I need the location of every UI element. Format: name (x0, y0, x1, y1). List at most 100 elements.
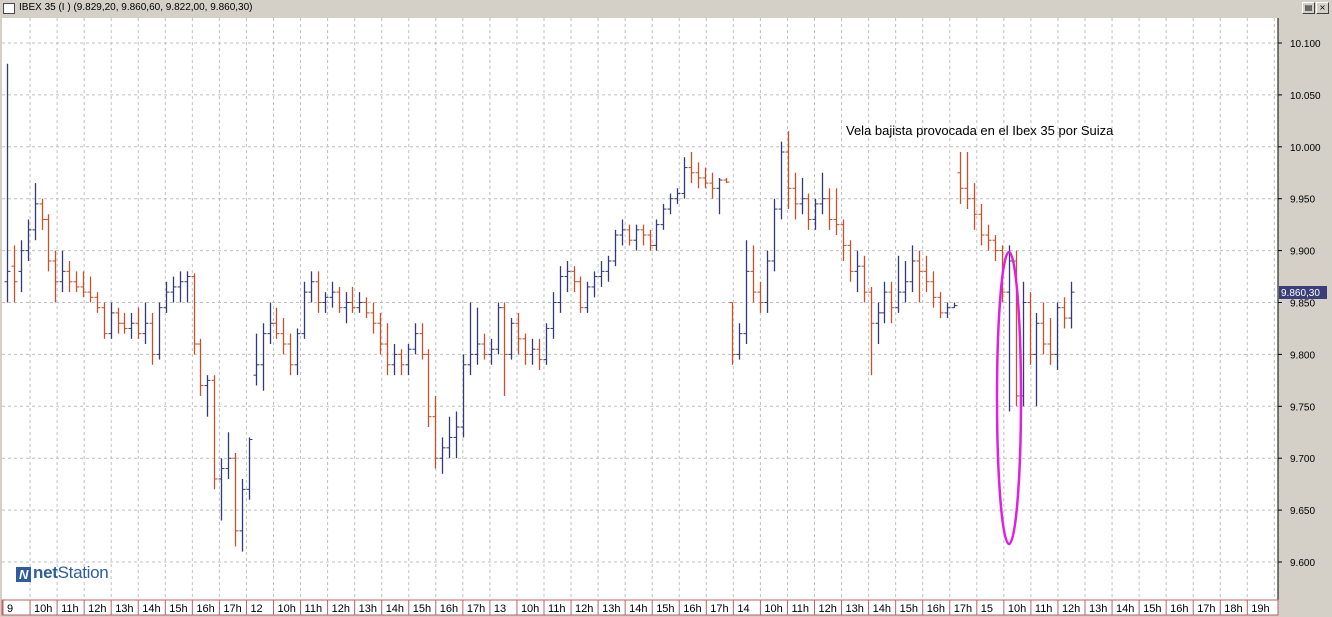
ohlc-bar (764, 250, 771, 313)
ohlc-bar (349, 286, 356, 313)
ohlc-bar (1068, 281, 1075, 329)
ohlc-bar (39, 198, 46, 230)
ohlc-bar (412, 323, 419, 355)
ohlc-bar (488, 338, 495, 365)
ohlc-bar (142, 302, 149, 345)
x-tick-label: 10h (521, 603, 539, 615)
ohlc-bar (695, 162, 702, 189)
ohlc-bar (667, 193, 674, 215)
ohlc-bar (957, 151, 964, 204)
ohlc-bar (978, 203, 985, 246)
ohlc-bar (94, 292, 101, 313)
ohlc-bar (840, 219, 847, 261)
ohlc-bar (847, 240, 854, 282)
close-button[interactable]: × (1316, 2, 1329, 14)
ohlc-bar (971, 183, 978, 230)
ohlc-bar (267, 302, 274, 345)
ohlc-bar (501, 302, 508, 396)
ohlc-bar (1047, 318, 1054, 365)
x-tick-label: 15h (900, 603, 918, 615)
x-tick-label: 11h (548, 603, 566, 615)
ohlc-bar (723, 177, 730, 184)
ohlc-bar (833, 188, 840, 236)
ohlc-bar (287, 333, 294, 376)
ohlc-bar (73, 271, 80, 293)
current-price-label: 9.860,30 (1281, 288, 1320, 299)
ohlc-bar (446, 416, 453, 459)
ohlc-bar (826, 188, 833, 230)
ohlc-bar (87, 276, 94, 303)
y-tick-label: 9.650 (1290, 506, 1315, 517)
ohlc-bar (432, 395, 439, 469)
ohlc-bar (32, 183, 39, 241)
ohlc-bar (543, 323, 550, 365)
ohlc-bar (536, 338, 543, 370)
ohlc-bar (495, 302, 502, 355)
ohlc-bar (232, 453, 239, 547)
x-tick-label: 15h (413, 603, 431, 615)
ohlc-bar (902, 260, 909, 303)
ohlc-bar (1040, 302, 1047, 355)
x-tick-label: 11h (305, 603, 323, 615)
ohlc-bar (253, 333, 260, 386)
ohlc-bar (460, 354, 467, 438)
ohlc-bar (750, 245, 757, 303)
ohlc-bar (66, 260, 73, 293)
ohlc-bar (425, 349, 432, 428)
x-tick-label: 16h (1170, 603, 1188, 615)
x-tick-label: 17h (467, 603, 485, 615)
ohlc-bar (854, 250, 861, 293)
x-tick-label: 15h (169, 603, 187, 615)
ohlc-bar (121, 312, 128, 334)
ohlc-bar (944, 302, 951, 319)
ohlc-bar (149, 312, 156, 365)
ohlc-bar (875, 302, 882, 345)
x-tick-label: 18h (1224, 603, 1242, 615)
ohlc-bar (301, 281, 308, 339)
x-tick-label: 10h (1008, 603, 1026, 615)
price-bars (4, 63, 1075, 552)
restore-button[interactable]: ▤ (1302, 2, 1315, 14)
ohlc-bar (612, 229, 619, 267)
ohlc-bar (771, 198, 778, 272)
x-tick-label: 12h (575, 603, 593, 615)
ohlc-bar (363, 297, 370, 319)
ohlc-bar (467, 302, 474, 376)
ohlc-bar (343, 292, 350, 324)
ohlc-bar (881, 281, 888, 324)
ohlc-bar (819, 172, 826, 215)
ohlc-bar (356, 292, 363, 313)
x-tick-label: 13h (115, 603, 133, 615)
ohlc-bar (156, 302, 163, 360)
ohlc-bar (633, 224, 640, 251)
x-tick-label: 12 (250, 603, 262, 615)
y-tick-label: 10.000 (1290, 143, 1321, 154)
ohlc-bar (377, 312, 384, 355)
ohlc-bar (11, 245, 18, 303)
ohlc-bar (522, 333, 529, 365)
grid (2, 18, 1278, 600)
ohlc-bar (204, 375, 211, 417)
ohlc-bar (419, 323, 426, 360)
ohlc-bar (1027, 292, 1034, 365)
ohlc-bar (577, 276, 584, 313)
y-tick-label: 9.700 (1290, 454, 1315, 465)
ohlc-bar (736, 323, 743, 360)
x-tick-label: 14h (142, 603, 160, 615)
ohlc-bar (260, 323, 267, 391)
x-tick-label: 14h (873, 603, 891, 615)
ohlc-bar (108, 302, 115, 339)
ohlc-bar (294, 328, 301, 376)
ohlc-bar (916, 250, 923, 303)
x-tick-label: 9 (7, 603, 13, 615)
ohlc-bar (246, 437, 253, 500)
ohlc-bar (937, 292, 944, 319)
x-axis: 9 10h 11h 12h 13h 14h 15h 16h 17h 12 10h 11h 12h 13h 1… (1, 599, 1279, 616)
x-tick-label: 17h (1197, 603, 1215, 615)
ohlc-bar (647, 229, 654, 251)
ohlc-bar (135, 307, 142, 339)
ohlc-bar (1033, 312, 1040, 407)
ohlc-bar (660, 203, 667, 230)
